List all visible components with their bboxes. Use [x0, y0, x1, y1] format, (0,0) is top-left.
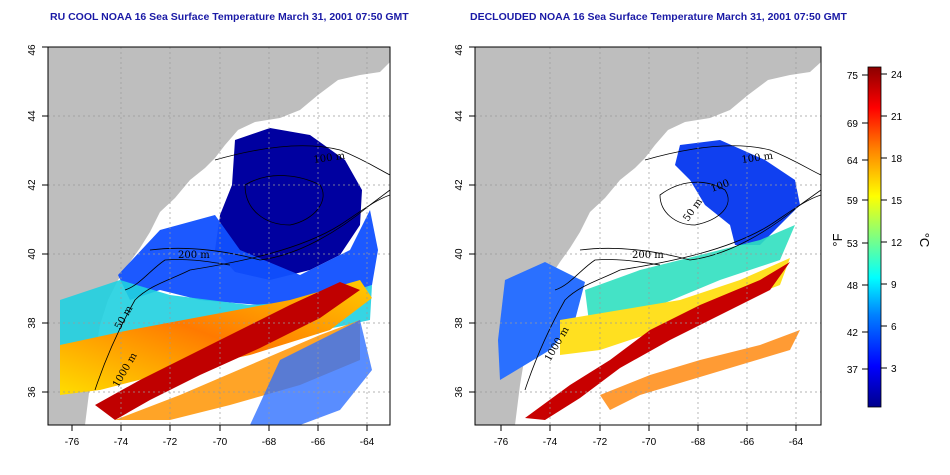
colorbar-c-tick: 9 — [891, 280, 897, 291]
sst-cold-eddy-left — [215, 128, 362, 280]
xtick-right: -64 — [789, 437, 804, 448]
ytick-right: 36 — [454, 386, 465, 398]
sst-red-right — [525, 262, 790, 420]
colorbar-celsius-label: °C — [917, 233, 932, 248]
ytick-left: 44 — [27, 110, 38, 122]
sst-blue-eddy-right — [675, 140, 800, 245]
xtick-right: -72 — [593, 437, 608, 448]
ytick-left: 36 — [27, 386, 38, 398]
ytick-left: 40 — [27, 248, 38, 260]
colorbar-f-tick: 69 — [847, 119, 859, 130]
xtick-left: -64 — [360, 437, 375, 448]
colorbar-c-tick: 3 — [891, 364, 897, 375]
colorbar-f-tick: 75 — [847, 71, 859, 82]
contour-label-100m-left: 100 m — [313, 151, 346, 166]
colorbar-c-tick: 12 — [891, 238, 903, 249]
map-title-left: RU COOL NOAA 16 Sea Surface Temperature … — [50, 11, 409, 23]
ytick-left: 38 — [27, 317, 38, 329]
colorbar-c-tick: 24 — [891, 70, 903, 81]
ytick-left: 42 — [27, 179, 38, 191]
contour-label-100m-right: 100 m — [741, 151, 774, 166]
sst-yellow-right — [560, 258, 790, 355]
colorbar-f-tick: 64 — [847, 156, 859, 167]
sst-blue-se-left — [250, 320, 372, 425]
xtick-left: -74 — [114, 437, 129, 448]
sst-orange-right — [600, 330, 800, 410]
xtick-left: -68 — [262, 437, 277, 448]
contour-label-200m-left: 200 m — [178, 250, 210, 261]
colorbar: 75 69 64 59 53 48 42 37 24 21 18 15 12 9… — [830, 66, 932, 408]
sst-blue-left — [118, 210, 378, 305]
land-mass-right — [475, 47, 821, 425]
xtick-right: -74 — [543, 437, 558, 448]
colorbar-c-tick: 21 — [891, 112, 903, 123]
sst-red-left — [95, 282, 360, 420]
xtick-right: -70 — [642, 437, 657, 448]
xtick-right: -76 — [494, 437, 509, 448]
sst-cyan-right — [585, 225, 795, 330]
map-right: DECLOUDED NOAA 16 Sea Surface Temperatur… — [454, 11, 848, 448]
sst-orange-left — [115, 320, 360, 420]
ytick-right: 44 — [454, 110, 465, 122]
xtick-right: -68 — [691, 437, 706, 448]
xtick-left: -72 — [163, 437, 178, 448]
colorbar-f-tick: 42 — [847, 328, 859, 339]
colorbar-f-tick: 48 — [847, 281, 859, 292]
xtick-left: -66 — [311, 437, 326, 448]
ytick-right: 38 — [454, 317, 465, 329]
xtick-right: -66 — [740, 437, 755, 448]
contour-label-200m-right: 200 m — [632, 250, 664, 261]
map-left: RU COOL NOAA 16 Sea Surface Temperature … — [27, 11, 409, 448]
ytick-right: 42 — [454, 179, 465, 191]
map-title-right: DECLOUDED NOAA 16 Sea Surface Temperatur… — [470, 11, 848, 23]
colorbar-fahrenheit-label: °F — [830, 233, 845, 246]
colorbar-c-tick: 6 — [891, 322, 897, 333]
colorbar-c-tick: 18 — [891, 154, 903, 165]
xtick-left: -76 — [65, 437, 80, 448]
sst-blue-west-right — [498, 262, 585, 380]
colorbar-f-tick: 53 — [847, 239, 859, 250]
ytick-right: 40 — [454, 248, 465, 260]
ytick-left: 46 — [27, 44, 38, 56]
land-mass-left — [48, 47, 390, 425]
colorbar-f-tick: 59 — [847, 196, 859, 207]
colorbar-c-tick: 15 — [891, 196, 903, 207]
xtick-left: -70 — [213, 437, 228, 448]
colorbar-gradient — [867, 66, 882, 408]
colorbar-f-tick: 37 — [847, 365, 859, 376]
ytick-right: 46 — [454, 44, 465, 56]
